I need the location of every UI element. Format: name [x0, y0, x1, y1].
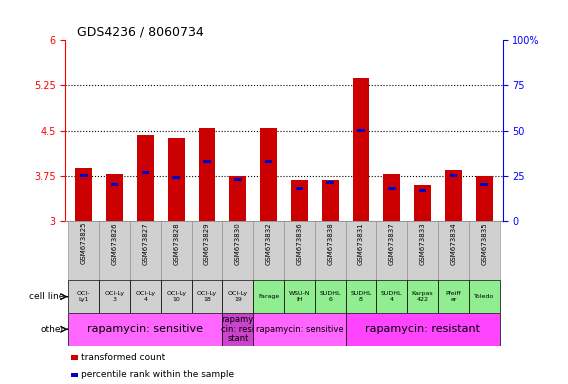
- Text: Farage: Farage: [258, 294, 279, 299]
- Text: OCI-Ly
4: OCI-Ly 4: [135, 291, 156, 302]
- Bar: [161, 280, 191, 313]
- Bar: [161, 221, 191, 280]
- Bar: [353, 78, 369, 221]
- Text: GSM673829: GSM673829: [204, 222, 210, 265]
- Bar: [191, 280, 223, 313]
- Text: OCI-Ly
18: OCI-Ly 18: [197, 291, 217, 302]
- Text: Karpas
422: Karpas 422: [412, 291, 433, 302]
- Bar: [253, 313, 345, 346]
- Bar: [173, 176, 180, 179]
- Bar: [229, 176, 247, 221]
- Text: SUDHL
8: SUDHL 8: [350, 291, 371, 302]
- Bar: [68, 280, 99, 313]
- Text: rapamycin: sensitive: rapamycin: sensitive: [256, 325, 343, 334]
- Bar: [327, 181, 334, 184]
- Bar: [414, 185, 431, 221]
- Bar: [68, 221, 99, 280]
- Text: other: other: [40, 325, 65, 334]
- Text: rapamycin: resistant: rapamycin: resistant: [365, 324, 480, 334]
- Bar: [130, 221, 161, 280]
- Bar: [284, 221, 315, 280]
- Text: SUDHL
6: SUDHL 6: [319, 291, 341, 302]
- Bar: [419, 189, 427, 192]
- Bar: [130, 280, 161, 313]
- Bar: [223, 221, 253, 280]
- Bar: [76, 169, 92, 221]
- Bar: [476, 176, 492, 221]
- Bar: [137, 135, 154, 221]
- Bar: [111, 183, 118, 186]
- Bar: [99, 280, 130, 313]
- Text: percentile rank within the sample: percentile rank within the sample: [81, 371, 234, 379]
- Bar: [388, 187, 395, 190]
- Bar: [345, 313, 500, 346]
- Bar: [253, 280, 284, 313]
- Bar: [295, 187, 303, 190]
- Bar: [191, 221, 223, 280]
- Text: GSM673834: GSM673834: [450, 222, 457, 265]
- Text: GSM673830: GSM673830: [235, 222, 241, 265]
- Text: GSM673835: GSM673835: [481, 222, 487, 265]
- Text: OCI-
Ly1: OCI- Ly1: [77, 291, 90, 302]
- Bar: [377, 221, 407, 280]
- Text: GSM673831: GSM673831: [358, 222, 364, 265]
- Bar: [445, 170, 462, 221]
- Text: transformed count: transformed count: [81, 353, 165, 362]
- Bar: [438, 280, 469, 313]
- Bar: [253, 221, 284, 280]
- Bar: [383, 174, 400, 221]
- Text: Pfeiff
er: Pfeiff er: [445, 291, 461, 302]
- Bar: [234, 178, 241, 181]
- Text: rapamy
cin: resi
stant: rapamy cin: resi stant: [222, 315, 254, 343]
- Bar: [80, 174, 87, 177]
- Text: SUDHL
4: SUDHL 4: [381, 291, 403, 302]
- Text: OCI-Ly
19: OCI-Ly 19: [228, 291, 248, 302]
- Bar: [377, 280, 407, 313]
- Text: cell line: cell line: [30, 292, 65, 301]
- Bar: [168, 138, 185, 221]
- Bar: [141, 170, 149, 174]
- Bar: [260, 128, 277, 221]
- Bar: [345, 280, 377, 313]
- Text: OCI-Ly
3: OCI-Ly 3: [105, 291, 124, 302]
- Bar: [315, 221, 345, 280]
- Bar: [321, 180, 339, 221]
- Bar: [106, 174, 123, 221]
- Text: rapamycin: sensitive: rapamycin: sensitive: [87, 324, 203, 334]
- Text: GSM673826: GSM673826: [111, 222, 118, 265]
- Bar: [284, 280, 315, 313]
- Text: GSM673838: GSM673838: [327, 222, 333, 265]
- Bar: [438, 221, 469, 280]
- Text: GSM673833: GSM673833: [420, 222, 425, 265]
- Bar: [291, 180, 308, 221]
- Text: GSM673837: GSM673837: [389, 222, 395, 265]
- Text: GSM673832: GSM673832: [266, 222, 272, 265]
- Bar: [223, 313, 253, 346]
- Bar: [203, 160, 211, 163]
- Text: Toledo: Toledo: [474, 294, 494, 299]
- Bar: [199, 128, 215, 221]
- Bar: [223, 280, 253, 313]
- Text: GSM673825: GSM673825: [81, 222, 87, 265]
- Text: GDS4236 / 8060734: GDS4236 / 8060734: [77, 25, 203, 38]
- Bar: [469, 221, 500, 280]
- Bar: [481, 183, 488, 186]
- Bar: [265, 160, 273, 163]
- Bar: [469, 280, 500, 313]
- Bar: [68, 313, 223, 346]
- Text: OCI-Ly
10: OCI-Ly 10: [166, 291, 186, 302]
- Bar: [345, 221, 377, 280]
- Text: GSM673827: GSM673827: [143, 222, 148, 265]
- Bar: [407, 221, 438, 280]
- Bar: [407, 280, 438, 313]
- Bar: [315, 280, 345, 313]
- Bar: [357, 129, 365, 132]
- Bar: [99, 221, 130, 280]
- Bar: [450, 174, 457, 177]
- Text: GSM673836: GSM673836: [296, 222, 302, 265]
- Text: WSU-N
IH: WSU-N IH: [289, 291, 310, 302]
- Text: GSM673828: GSM673828: [173, 222, 179, 265]
